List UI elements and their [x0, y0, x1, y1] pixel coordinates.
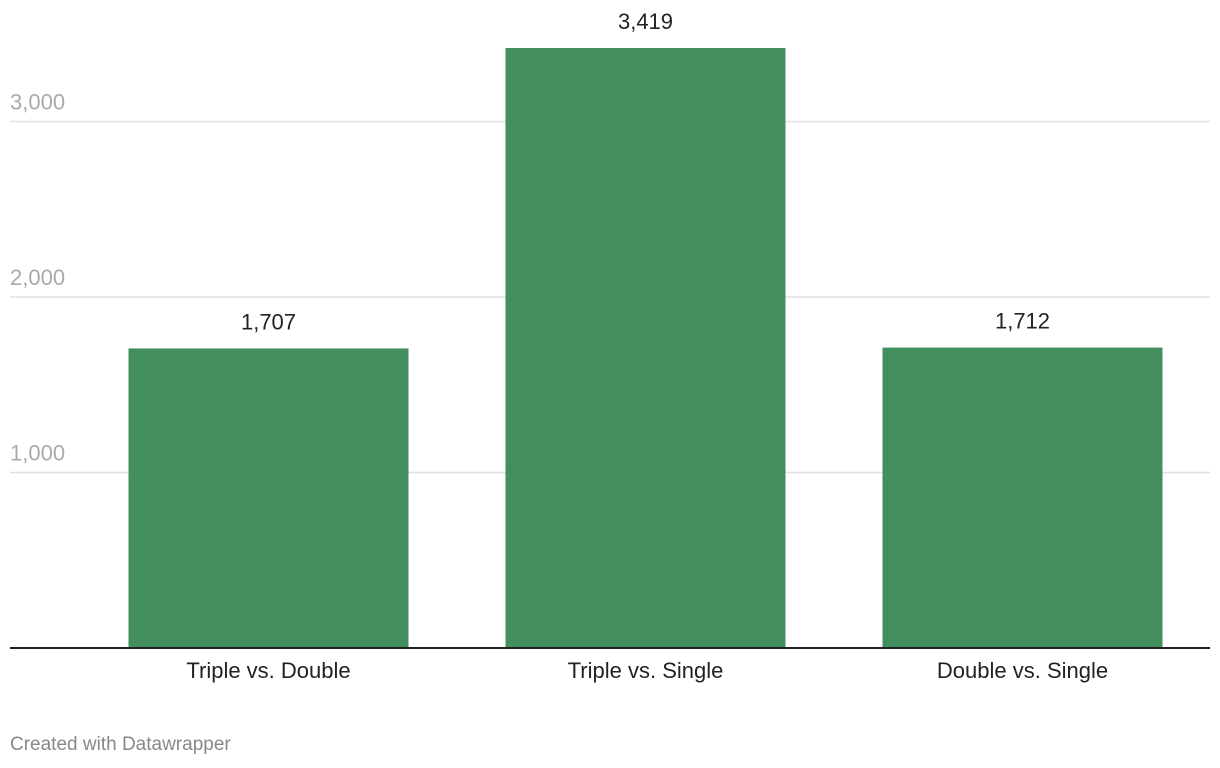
bar: [505, 48, 786, 648]
value-label: 1,707: [241, 309, 296, 334]
y-tick-label: 2,000: [10, 265, 65, 290]
bar: [128, 348, 409, 648]
y-tick-label: 3,000: [10, 89, 65, 114]
x-tick-label: Triple vs. Single: [568, 658, 724, 683]
bar: [882, 347, 1163, 648]
value-label: 1,712: [995, 308, 1050, 333]
value-label: 3,419: [618, 9, 673, 34]
footer: Created with Datawrapper: [10, 734, 231, 755]
y-tick-label: 1,000: [10, 440, 65, 465]
x-tick-label: Double vs. Single: [937, 658, 1108, 683]
x-tick-label: Triple vs. Double: [186, 658, 350, 683]
